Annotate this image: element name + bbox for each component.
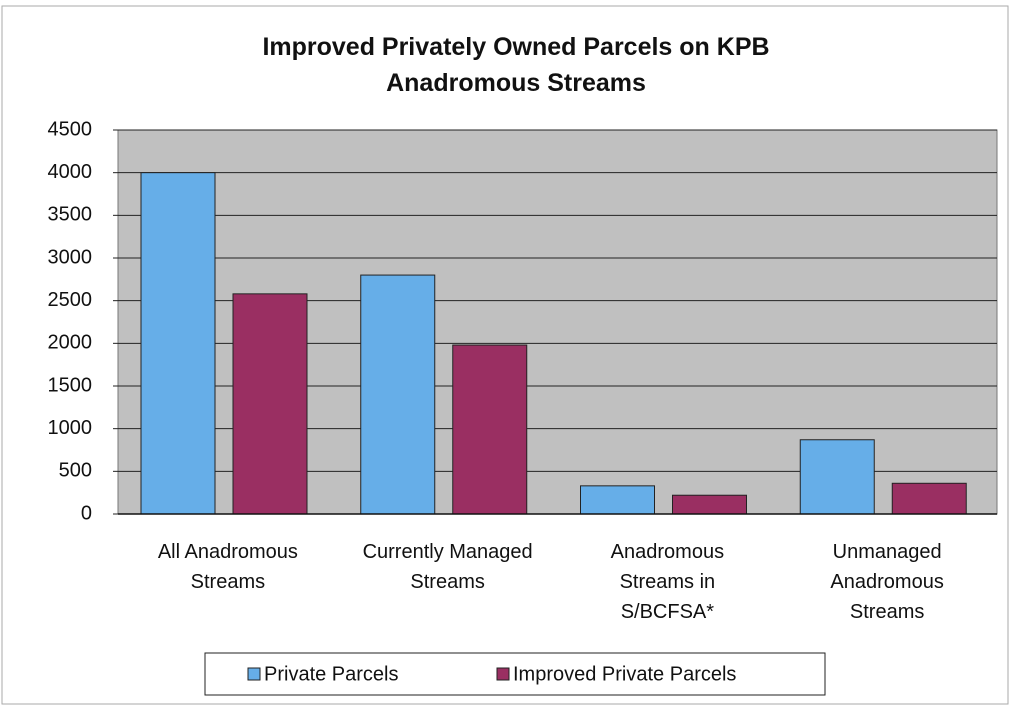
y-tick-label: 3500	[48, 204, 93, 226]
x-tick-label: Unmanaged Anadromous Streams	[830, 541, 943, 623]
bar	[891, 482, 967, 515]
bar	[672, 494, 747, 515]
legend-box	[204, 652, 826, 696]
y-tick-label: 1000	[48, 417, 93, 439]
y-tick-label: 1500	[48, 374, 93, 396]
bar	[580, 485, 655, 515]
x-tick-label: All Anadromous Streams	[158, 541, 298, 593]
y-tick-label: 4500	[48, 118, 93, 140]
y-tick-label: 4000	[48, 161, 93, 183]
y-tick-label: 2000	[48, 332, 93, 354]
x-tick-label: Currently Managed Streams	[363, 541, 533, 593]
x-tick-label: Anadromous Streams in S/BCFSA*	[611, 541, 724, 623]
legend-label: Private Parcels	[264, 663, 399, 685]
bar	[360, 274, 436, 515]
bar	[232, 293, 308, 515]
legend-swatch	[247, 667, 261, 681]
legend-label: Improved Private Parcels	[513, 663, 736, 685]
bar	[799, 439, 875, 515]
bar	[140, 172, 216, 515]
bar	[452, 344, 528, 515]
y-tick-label: 3000	[48, 246, 93, 268]
y-tick-label: 500	[59, 460, 92, 482]
y-tick-label: 2500	[48, 289, 93, 311]
y-tick-label: 0	[81, 502, 92, 524]
legend-swatch	[496, 667, 510, 681]
chart-title: Improved Privately Owned Parcels on KPB A…	[262, 33, 769, 97]
